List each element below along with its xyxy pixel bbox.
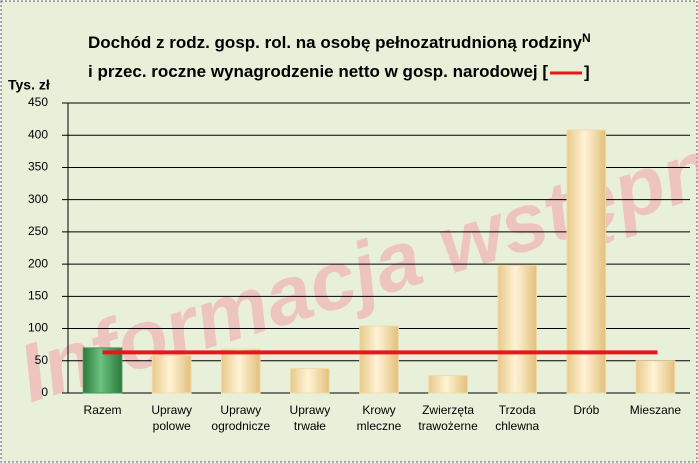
x-tick-label: Trzoda bbox=[499, 403, 536, 417]
title-text: ] bbox=[584, 62, 590, 81]
y-tick-label: 250 bbox=[28, 224, 48, 238]
x-tick-label: ogrodnicze bbox=[211, 419, 270, 433]
title-superscript: N bbox=[582, 31, 591, 45]
x-tick-label: Krowy bbox=[362, 403, 395, 417]
bar bbox=[497, 264, 538, 394]
y-tick-label: 450 bbox=[28, 95, 48, 109]
y-tick-label: 50 bbox=[35, 353, 49, 367]
bar bbox=[82, 347, 123, 394]
y-tick-label: 300 bbox=[28, 192, 48, 206]
x-tick-label: Drób bbox=[573, 403, 599, 417]
x-tick-label: Uprawy bbox=[220, 403, 261, 417]
x-tick-label: Uprawy bbox=[290, 403, 331, 417]
x-tick-label: trwałe bbox=[294, 419, 326, 433]
bar bbox=[359, 325, 399, 394]
bar bbox=[635, 360, 676, 394]
y-tick-label: 400 bbox=[28, 127, 48, 141]
x-tick-label: Mieszane bbox=[630, 403, 682, 417]
chart-title: Dochód z rodz. gosp. rol. na osobę pełno… bbox=[88, 31, 591, 52]
bar bbox=[220, 348, 261, 394]
x-tick-label: polowe bbox=[153, 419, 191, 433]
x-tick-label: Uprawy bbox=[151, 403, 192, 417]
y-tick-label: 0 bbox=[41, 385, 48, 399]
y-tick-label: 100 bbox=[28, 321, 48, 335]
x-tick-label: Zwierzęta bbox=[422, 403, 474, 417]
y-axis-label: Tys. zł bbox=[8, 77, 50, 93]
y-tick-label: 150 bbox=[28, 289, 48, 303]
y-tick-label: 200 bbox=[28, 256, 48, 270]
title-text: Dochód z rodz. gosp. rol. na osobę pełno… bbox=[88, 33, 582, 52]
bar bbox=[566, 129, 607, 394]
bar bbox=[151, 355, 192, 394]
x-tick-label: Razem bbox=[84, 403, 122, 417]
bar bbox=[428, 375, 468, 394]
y-tick-label: 350 bbox=[28, 160, 48, 174]
title-text: i przec. roczne wynagrodzenie netto w go… bbox=[88, 62, 548, 81]
x-tick-label: trawożerne bbox=[418, 419, 478, 433]
x-tick-label: mleczne bbox=[357, 419, 402, 433]
chart-title: i przec. roczne wynagrodzenie netto w go… bbox=[88, 62, 548, 81]
x-tick-label: chlewna bbox=[495, 419, 539, 433]
bar bbox=[290, 368, 330, 394]
